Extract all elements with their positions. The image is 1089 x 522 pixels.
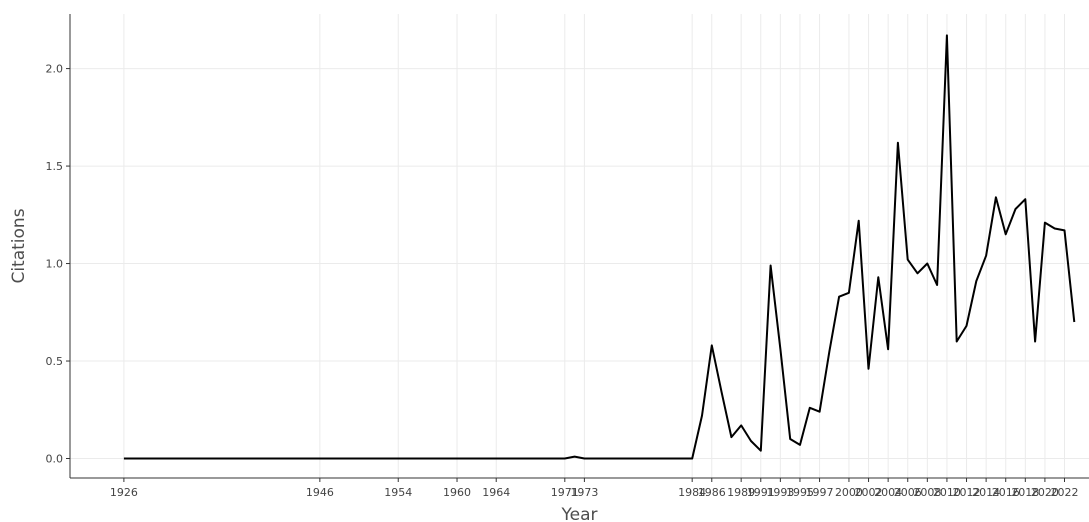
x-tick-label: 1997 <box>806 486 834 499</box>
x-tick-label: 2008 <box>913 486 941 499</box>
y-axis-title: Citations <box>9 208 29 283</box>
y-tick-label: 0.0 <box>46 453 64 466</box>
x-tick-label: 1954 <box>384 486 412 499</box>
x-tick-label: 1960 <box>443 486 471 499</box>
x-tick-label: 2014 <box>972 486 1000 499</box>
x-tick-label: 2022 <box>1051 486 1079 499</box>
x-tick-label: 2016 <box>992 486 1020 499</box>
x-tick-label: 2012 <box>953 486 981 499</box>
series-layer <box>123 34 1076 460</box>
x-tick-label: 2004 <box>874 486 902 499</box>
x-tick-label: 1986 <box>698 486 726 499</box>
x-tick-label: 2010 <box>933 486 961 499</box>
x-tick-label: 1991 <box>747 486 775 499</box>
x-axis-title: Year <box>561 505 598 522</box>
gridlines <box>70 14 1089 478</box>
x-tick-label: 2000 <box>835 486 863 499</box>
x-tick-label: 1989 <box>727 486 755 499</box>
y-tick-label: 1.0 <box>46 258 64 271</box>
x-tick-label: 1973 <box>570 486 598 499</box>
x-tick-label: 1993 <box>766 486 794 499</box>
y-tick-label: 0.5 <box>46 355 64 368</box>
axes <box>66 14 1089 482</box>
x-tick-label: 2020 <box>1031 486 1059 499</box>
x-tick-label: 1995 <box>786 486 814 499</box>
x-tick-label: 1946 <box>306 486 334 499</box>
x-tick-label: 1984 <box>678 486 706 499</box>
y-tick-label: 1.5 <box>46 160 64 173</box>
y-tick-label: 2.0 <box>46 63 64 76</box>
x-tick-label: 1964 <box>482 486 510 499</box>
citations-series-line <box>123 34 1076 460</box>
x-tick-label: 1926 <box>110 486 138 499</box>
x-tick-label: 2006 <box>894 486 922 499</box>
x-tick-label: 1971 <box>551 486 579 499</box>
x-tick-label: 2018 <box>1011 486 1039 499</box>
x-tick-label: 2002 <box>855 486 883 499</box>
